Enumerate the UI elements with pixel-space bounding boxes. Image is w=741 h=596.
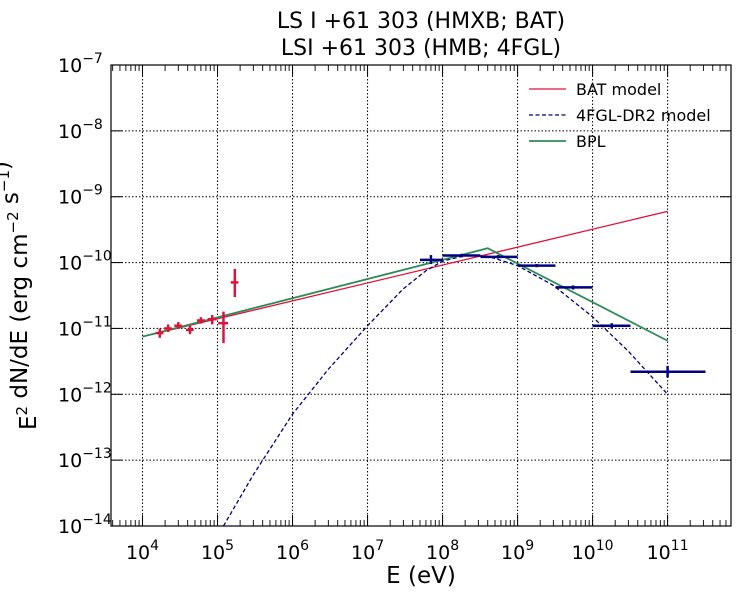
title-line: LSI +61 303 (HMB; 4FGL) bbox=[281, 36, 561, 61]
data-point bbox=[592, 323, 631, 329]
y-tick-label: 10−13 bbox=[58, 446, 112, 472]
x-tick-label: 109 bbox=[501, 538, 534, 564]
data-point bbox=[207, 314, 217, 325]
x-tick-labels: 104 105 106 107 108 109 1010 1011 bbox=[126, 538, 689, 564]
data-point bbox=[218, 311, 229, 344]
data-point bbox=[630, 365, 706, 378]
major-ticks bbox=[111, 64, 731, 527]
y-tick-label: 10−14 bbox=[58, 512, 112, 538]
y-tick-label: 10−7 bbox=[58, 51, 103, 77]
minor-ticks bbox=[112, 65, 732, 526]
x-tick-label: 106 bbox=[276, 538, 309, 564]
x-tick-label: 105 bbox=[201, 538, 234, 564]
data-point bbox=[555, 285, 593, 290]
legend: BAT model 4FGL-DR2 model BPL bbox=[529, 80, 711, 151]
y-tick-label: 10−12 bbox=[58, 380, 112, 406]
y-tick-label: 10−11 bbox=[58, 314, 112, 340]
y-axis-label: E2 dN/dE (erg cm−2 s−1) bbox=[0, 161, 42, 430]
legend-label: BAT model bbox=[576, 80, 661, 99]
y-tick-label: 10−9 bbox=[58, 183, 103, 209]
legend-label: 4FGL-DR2 model bbox=[576, 106, 711, 125]
series-line-bpl bbox=[142, 247, 669, 342]
series-line-bat-model bbox=[142, 210, 668, 338]
y-tick-label: 10−10 bbox=[58, 249, 112, 275]
data-point bbox=[186, 325, 194, 335]
x-tick-label: 104 bbox=[126, 538, 159, 564]
data-point bbox=[230, 268, 239, 298]
data-point bbox=[164, 324, 172, 333]
x-tick-label: 1010 bbox=[572, 538, 614, 564]
data-point bbox=[174, 322, 182, 330]
x-axis-label: E (eV) bbox=[386, 563, 456, 589]
series-line-4fgl-dr2-model bbox=[222, 254, 669, 526]
data-point bbox=[419, 255, 443, 265]
x-tick-label: 1011 bbox=[647, 538, 689, 564]
axes-frame bbox=[110, 64, 732, 527]
y-tick-labels: 10−14 10−13 10−12 10−11 10−10 10−9 10−8 10−7 bbox=[58, 51, 112, 538]
data-point bbox=[196, 317, 205, 324]
plot-area bbox=[142, 210, 706, 526]
data-point bbox=[442, 253, 481, 258]
x-tick-label: 107 bbox=[351, 538, 384, 564]
y-tick-label: 10−8 bbox=[58, 117, 103, 143]
data-point bbox=[155, 328, 164, 338]
data-point bbox=[517, 264, 556, 268]
chart-title: LS I +61 303 (HMXB; BAT)LSI +61 303 (HMB… bbox=[277, 9, 565, 61]
data-point bbox=[480, 255, 518, 259]
grid bbox=[111, 64, 731, 527]
title-line: LS I +61 303 (HMXB; BAT) bbox=[277, 9, 565, 34]
x-tick-label: 108 bbox=[426, 538, 459, 564]
legend-label: BPL bbox=[576, 132, 606, 151]
